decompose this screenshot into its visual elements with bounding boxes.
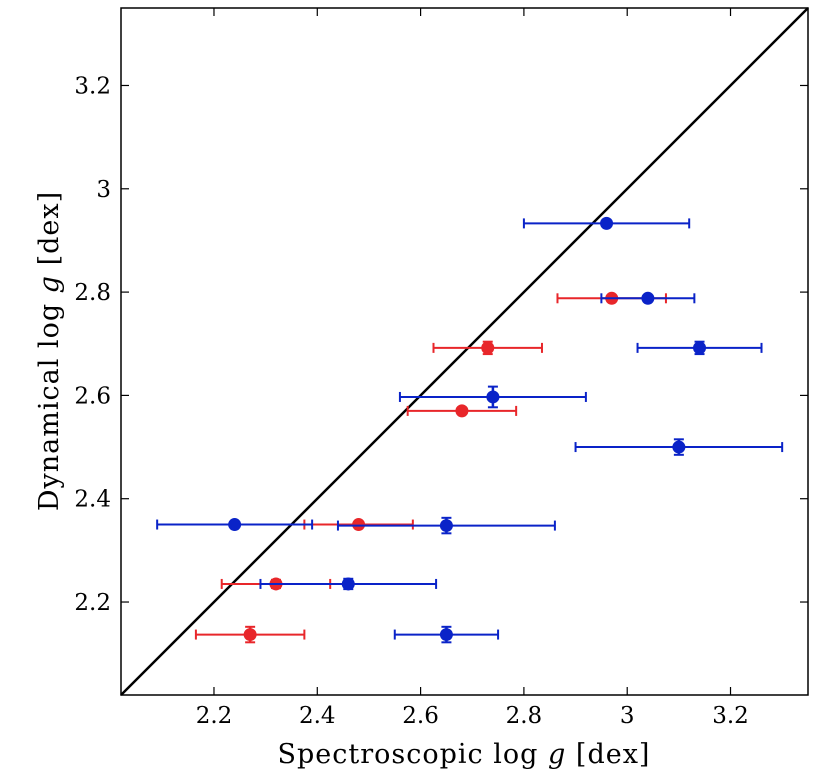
- x-tick-label: 3: [620, 703, 635, 729]
- plot-frame: [120, 7, 809, 696]
- data-point-blue: [439, 519, 453, 533]
- data-point-red: [352, 518, 366, 532]
- y-tick-label: 2.6: [74, 383, 111, 409]
- data-point-blue: [693, 341, 707, 355]
- x-axis-title-suffix: [dex]: [566, 739, 650, 770]
- x-tick-label: 2.8: [506, 703, 543, 729]
- y-tick-label: 2.4: [74, 487, 111, 513]
- data-point-blue: [228, 518, 242, 532]
- y-axis-title-suffix: [dex]: [34, 191, 65, 275]
- data-point-red: [455, 404, 469, 418]
- data-point-blue: [341, 577, 355, 591]
- x-axis-title-prefix: Spectroscopic log: [278, 739, 549, 770]
- one-to-one-line: [120, 7, 809, 696]
- y-tick-label: 3.2: [74, 73, 111, 99]
- x-tick-label: 3.2: [712, 703, 749, 729]
- y-axis-title: Dynamical log g [dex]: [34, 191, 65, 511]
- y-tick-label: 3: [96, 177, 111, 203]
- data-point-red: [481, 341, 495, 355]
- data-point-blue: [486, 390, 500, 404]
- ticks-group: 2.2 2.4 2.6 2.8 3 3.2 2.2 2.4 2.6 2.8 3 3.2: [74, 8, 808, 729]
- series-group: [156, 216, 784, 644]
- x-tick-label: 2.6: [402, 703, 439, 729]
- y-tick-label: 2.2: [74, 590, 111, 616]
- x-axis-title-var: g: [548, 739, 566, 770]
- x-tick-label: 2.2: [196, 703, 233, 729]
- reference-line-group: [120, 7, 809, 696]
- y-axis-title-prefix: Dynamical log: [34, 293, 65, 511]
- x-tick-label: 2.4: [299, 703, 336, 729]
- x-axis-title: Spectroscopic log g [dex]: [278, 739, 651, 770]
- data-point-blue: [672, 440, 686, 454]
- data-point-blue: [641, 291, 655, 305]
- data-point-red: [243, 628, 257, 642]
- data-point-blue: [600, 216, 614, 230]
- y-tick-label: 2.8: [74, 280, 111, 306]
- series-blue: [156, 216, 784, 644]
- data-point-blue: [439, 628, 453, 642]
- y-axis-title-var: g: [34, 275, 65, 293]
